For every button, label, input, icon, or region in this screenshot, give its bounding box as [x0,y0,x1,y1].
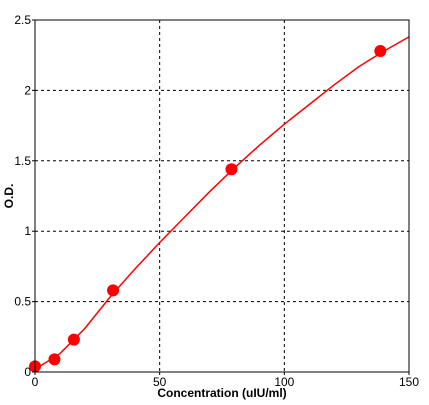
data-point [67,333,80,346]
y-axis-ticks: 0 0.5 1 1.5 2 2.5 [14,13,35,379]
x-tick-label: 100 [274,375,294,389]
data-point [374,44,387,57]
fitted-curve-layer [34,36,410,370]
fitted-curve [34,36,410,370]
x-axis-ticks: 0 50 100 150 [32,372,419,389]
y-tick-label: 0 [24,365,31,379]
x-tick-label: 50 [153,375,167,389]
y-axis-title: O.D. [2,184,16,209]
y-tick-label: 2 [24,83,31,97]
plot-frame [34,19,410,373]
y-tick-label: 1 [24,224,31,238]
x-tick-label: 150 [399,375,419,389]
data-point [48,353,61,366]
y-tick-label: 0.5 [14,295,31,309]
y-tick-label: 1.5 [14,154,31,168]
y-tick-label: 2.5 [14,13,31,27]
plot-area [35,20,409,372]
data-point [107,284,120,297]
grid [35,20,409,372]
x-tick-label: 0 [32,375,39,389]
data-point [225,163,238,176]
x-axis-title: Concentration (uIU/ml) [157,386,286,400]
